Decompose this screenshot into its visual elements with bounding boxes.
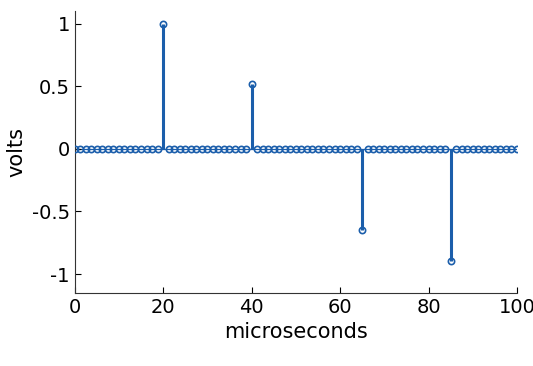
- X-axis label: microseconds: microseconds: [224, 322, 368, 342]
- Y-axis label: volts: volts: [6, 127, 26, 177]
